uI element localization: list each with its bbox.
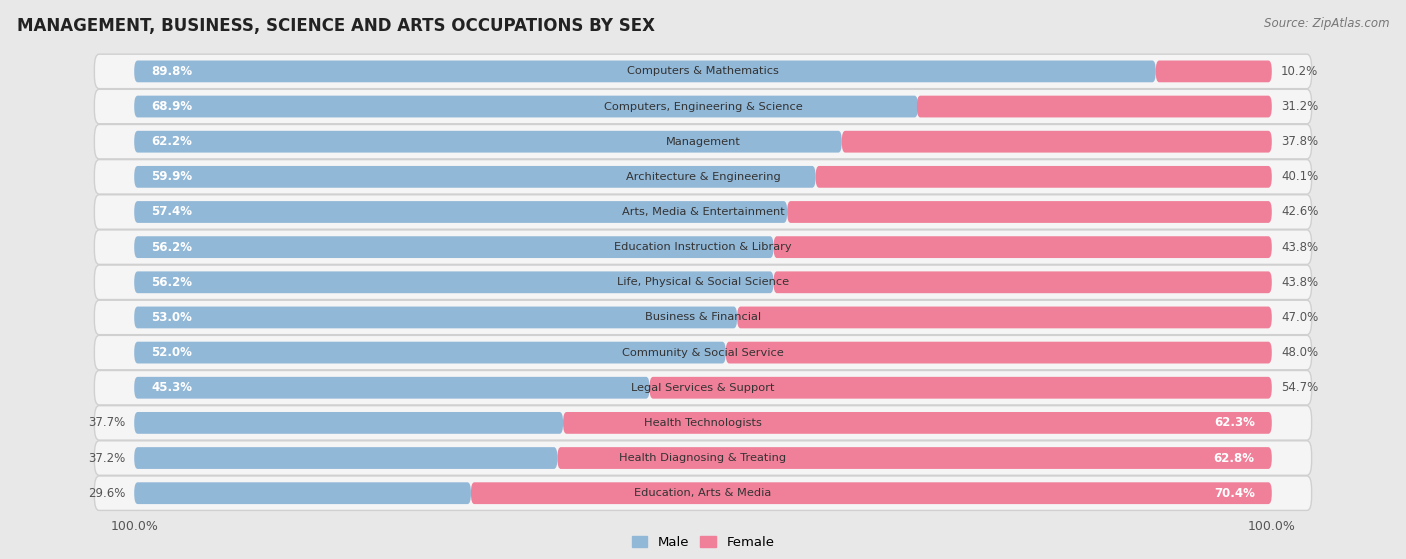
FancyBboxPatch shape — [94, 54, 1312, 89]
Text: 37.2%: 37.2% — [87, 452, 125, 465]
Text: 62.3%: 62.3% — [1213, 416, 1254, 429]
FancyBboxPatch shape — [773, 236, 1272, 258]
Text: Computers & Mathematics: Computers & Mathematics — [627, 67, 779, 77]
Text: Arts, Media & Entertainment: Arts, Media & Entertainment — [621, 207, 785, 217]
FancyBboxPatch shape — [773, 272, 1272, 293]
Text: 57.4%: 57.4% — [152, 206, 193, 219]
FancyBboxPatch shape — [94, 406, 1312, 440]
FancyBboxPatch shape — [94, 335, 1312, 370]
FancyBboxPatch shape — [134, 96, 918, 117]
Text: 62.8%: 62.8% — [1213, 452, 1254, 465]
Text: Legal Services & Support: Legal Services & Support — [631, 383, 775, 393]
Text: 37.8%: 37.8% — [1281, 135, 1317, 148]
FancyBboxPatch shape — [134, 342, 725, 363]
Text: 40.1%: 40.1% — [1281, 170, 1319, 183]
Text: Architecture & Engineering: Architecture & Engineering — [626, 172, 780, 182]
Text: 56.2%: 56.2% — [152, 240, 193, 254]
FancyBboxPatch shape — [725, 342, 1272, 363]
Text: 47.0%: 47.0% — [1281, 311, 1319, 324]
Text: 42.6%: 42.6% — [1281, 206, 1319, 219]
Text: 48.0%: 48.0% — [1281, 346, 1317, 359]
FancyBboxPatch shape — [94, 265, 1312, 300]
Text: Education, Arts & Media: Education, Arts & Media — [634, 488, 772, 498]
Text: 37.7%: 37.7% — [87, 416, 125, 429]
FancyBboxPatch shape — [134, 447, 557, 469]
Text: MANAGEMENT, BUSINESS, SCIENCE AND ARTS OCCUPATIONS BY SEX: MANAGEMENT, BUSINESS, SCIENCE AND ARTS O… — [17, 17, 655, 35]
Text: Education Instruction & Library: Education Instruction & Library — [614, 242, 792, 252]
Text: 62.2%: 62.2% — [152, 135, 193, 148]
FancyBboxPatch shape — [134, 412, 562, 434]
Text: Source: ZipAtlas.com: Source: ZipAtlas.com — [1264, 17, 1389, 30]
FancyBboxPatch shape — [94, 300, 1312, 335]
FancyBboxPatch shape — [815, 166, 1272, 188]
Text: 45.3%: 45.3% — [152, 381, 193, 394]
FancyBboxPatch shape — [94, 125, 1312, 159]
Text: 52.0%: 52.0% — [152, 346, 193, 359]
FancyBboxPatch shape — [787, 201, 1272, 223]
Text: 54.7%: 54.7% — [1281, 381, 1319, 394]
Text: 53.0%: 53.0% — [152, 311, 193, 324]
Text: 56.2%: 56.2% — [152, 276, 193, 289]
FancyBboxPatch shape — [917, 96, 1272, 117]
FancyBboxPatch shape — [562, 412, 1272, 434]
FancyBboxPatch shape — [94, 441, 1312, 475]
FancyBboxPatch shape — [134, 482, 471, 504]
FancyBboxPatch shape — [737, 306, 1272, 328]
Text: Community & Social Service: Community & Social Service — [621, 348, 785, 358]
Legend: Male, Female: Male, Female — [626, 530, 780, 554]
FancyBboxPatch shape — [94, 371, 1312, 405]
Text: 31.2%: 31.2% — [1281, 100, 1319, 113]
FancyBboxPatch shape — [471, 482, 1272, 504]
Text: 10.2%: 10.2% — [1281, 65, 1319, 78]
FancyBboxPatch shape — [134, 201, 787, 223]
FancyBboxPatch shape — [134, 166, 815, 188]
Text: 70.4%: 70.4% — [1213, 487, 1254, 500]
Text: 89.8%: 89.8% — [152, 65, 193, 78]
Text: Health Technologists: Health Technologists — [644, 418, 762, 428]
Text: 59.9%: 59.9% — [152, 170, 193, 183]
Text: Health Diagnosing & Treating: Health Diagnosing & Treating — [620, 453, 786, 463]
FancyBboxPatch shape — [557, 447, 1272, 469]
Text: Computers, Engineering & Science: Computers, Engineering & Science — [603, 102, 803, 112]
Text: 68.9%: 68.9% — [152, 100, 193, 113]
Text: Business & Financial: Business & Financial — [645, 312, 761, 323]
FancyBboxPatch shape — [94, 476, 1312, 510]
FancyBboxPatch shape — [134, 60, 1156, 82]
FancyBboxPatch shape — [650, 377, 1272, 399]
Text: Life, Physical & Social Science: Life, Physical & Social Science — [617, 277, 789, 287]
FancyBboxPatch shape — [134, 131, 842, 153]
FancyBboxPatch shape — [94, 89, 1312, 124]
Text: 29.6%: 29.6% — [87, 487, 125, 500]
FancyBboxPatch shape — [842, 131, 1272, 153]
FancyBboxPatch shape — [1156, 60, 1272, 82]
FancyBboxPatch shape — [134, 272, 773, 293]
FancyBboxPatch shape — [134, 377, 650, 399]
FancyBboxPatch shape — [134, 236, 773, 258]
Text: 43.8%: 43.8% — [1281, 276, 1317, 289]
FancyBboxPatch shape — [134, 306, 737, 328]
FancyBboxPatch shape — [94, 230, 1312, 264]
Text: Management: Management — [665, 137, 741, 146]
Text: 43.8%: 43.8% — [1281, 240, 1317, 254]
FancyBboxPatch shape — [94, 160, 1312, 194]
FancyBboxPatch shape — [94, 195, 1312, 229]
